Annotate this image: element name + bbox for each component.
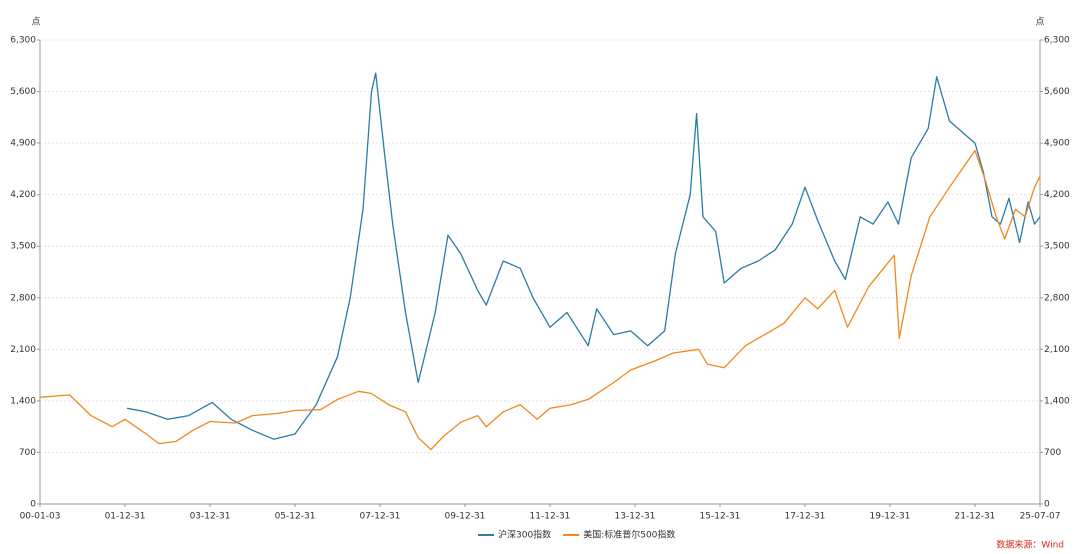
x-tick-label: 00-01-03 [20,512,61,522]
y2-tick-label: 700 [1044,448,1061,458]
y-tick-label: 1,400 [10,396,36,406]
y-tick-label: 5,600 [10,87,36,97]
legend-label: 沪深300指数 [498,529,551,541]
y2-tick-label: 5,600 [1044,87,1070,97]
x-tick-label: 09-12-31 [445,512,486,522]
x-tick-label: 15-12-31 [700,512,741,522]
y-tick-label: 4,200 [10,190,36,200]
x-tick-label: 01-12-31 [105,512,146,522]
y-tick-label: 2,100 [10,345,36,355]
y2-tick-label: 4,200 [1044,190,1070,200]
y-tick-label: 3,500 [10,242,36,252]
x-tick-label: 21-12-31 [955,512,996,522]
y2-tick-label: 3,500 [1044,242,1070,252]
series-line [39,149,1041,451]
y-axis-unit: 点 [31,17,40,28]
legend-label: 美国:标准普尔500指数 [583,529,675,541]
y2-tick-label: 2,100 [1044,345,1070,355]
x-tick-label: 11-12-31 [530,512,571,522]
y2-tick-label: 1,400 [1044,396,1070,406]
y2-tick-label: 4,900 [1044,139,1070,149]
y-tick-label: 700 [19,448,36,458]
x-tick-label: 17-12-31 [785,512,826,522]
x-tick-label: 07-12-31 [360,512,401,522]
x-tick-label: 25-07-07 [1020,512,1061,522]
series-line [126,72,1041,440]
x-tick-label: 05-12-31 [275,512,316,522]
y2-tick-label: 0 [1044,500,1050,510]
y2-tick-label: 2,800 [1044,293,1070,303]
x-tick-label: 03-12-31 [190,512,231,522]
y2-tick-label: 6,300 [1044,36,1070,46]
y-tick-label: 4,900 [10,139,36,149]
y-tick-label: 2,800 [10,293,36,303]
source-note: 数据来源：Wind [996,539,1064,551]
x-tick-label: 13-12-31 [615,512,656,522]
y-tick-label: 6,300 [10,36,36,46]
x-tick-label: 19-12-31 [870,512,911,522]
y-tick-label: 0 [30,500,36,510]
y2-axis-unit: 点 [1035,17,1044,28]
